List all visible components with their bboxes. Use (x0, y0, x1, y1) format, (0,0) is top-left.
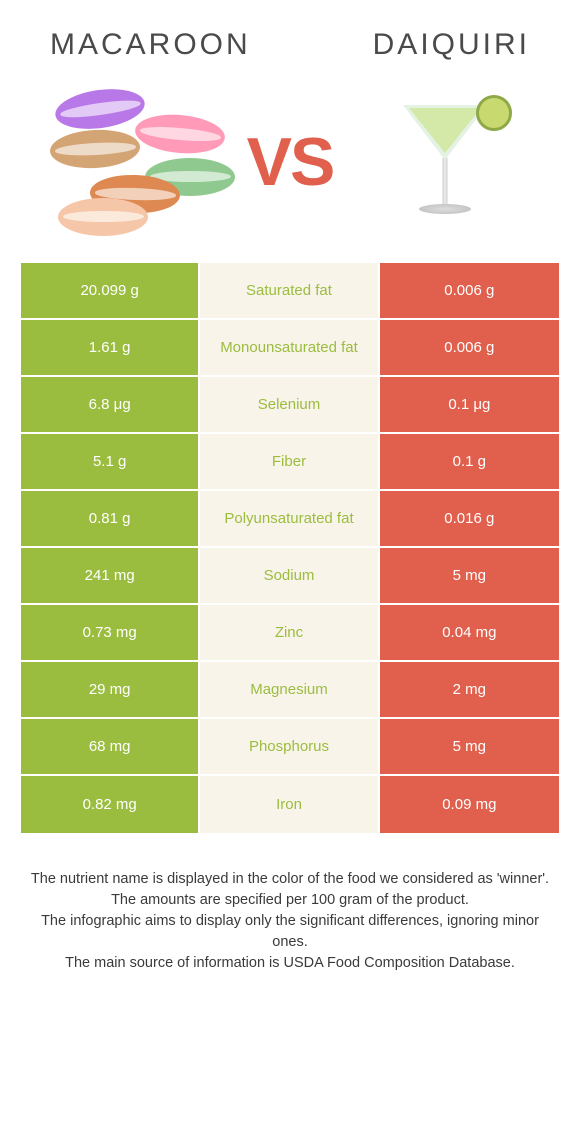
left-value: 241 mg (21, 548, 200, 603)
table-row: 0.73 mgZinc0.04 mg (21, 605, 559, 662)
lime-icon (476, 95, 512, 131)
nutrient-label: Selenium (200, 377, 379, 432)
comparison-table: 20.099 gSaturated fat0.006 g1.61 gMonoun… (20, 262, 560, 834)
nutrient-label: Sodium (200, 548, 379, 603)
right-value: 5 mg (380, 719, 559, 774)
left-value: 1.61 g (21, 320, 200, 375)
images-row: VS (0, 62, 580, 262)
left-value: 5.1 g (21, 434, 200, 489)
nutrient-label: Zinc (200, 605, 379, 660)
right-value: 0.006 g (380, 320, 559, 375)
right-value: 2 mg (380, 662, 559, 717)
daiquiri-image (360, 80, 530, 240)
table-row: 68 mgPhosphorus5 mg (21, 719, 559, 776)
left-value: 0.73 mg (21, 605, 200, 660)
table-row: 241 mgSodium5 mg (21, 548, 559, 605)
nutrient-label: Magnesium (200, 662, 379, 717)
nutrient-label: Fiber (200, 434, 379, 489)
table-row: 1.61 gMonounsaturated fat0.006 g (21, 320, 559, 377)
right-value: 5 mg (380, 548, 559, 603)
right-value: 0.016 g (380, 491, 559, 546)
left-value: 6.8 μg (21, 377, 200, 432)
table-row: 29 mgMagnesium2 mg (21, 662, 559, 719)
cocktail-icon (360, 80, 530, 240)
right-value: 0.1 g (380, 434, 559, 489)
left-value: 29 mg (21, 662, 200, 717)
footer-line: The nutrient name is displayed in the co… (30, 869, 550, 890)
footer-notes: The nutrient name is displayed in the co… (0, 834, 580, 974)
left-value: 0.82 mg (21, 776, 200, 833)
right-value: 0.04 mg (380, 605, 559, 660)
right-value: 0.006 g (380, 263, 559, 318)
table-row: 20.099 gSaturated fat0.006 g (21, 263, 559, 320)
macaroon-image (50, 80, 220, 240)
nutrient-label: Polyunsaturated fat (200, 491, 379, 546)
footer-line: The infographic aims to display only the… (30, 911, 550, 953)
nutrient-label: Phosphorus (200, 719, 379, 774)
nutrient-label: Iron (200, 776, 379, 833)
table-row: 6.8 μgSelenium0.1 μg (21, 377, 559, 434)
right-title: Daiquiri (373, 28, 530, 62)
table-row: 0.81 gPolyunsaturated fat0.016 g (21, 491, 559, 548)
footer-line: The main source of information is USDA F… (30, 953, 550, 974)
nutrient-label: Saturated fat (200, 263, 379, 318)
vs-label: VS (247, 123, 334, 201)
right-value: 0.1 μg (380, 377, 559, 432)
table-row: 5.1 gFiber0.1 g (21, 434, 559, 491)
right-value: 0.09 mg (380, 776, 559, 833)
table-row: 0.82 mgIron0.09 mg (21, 776, 559, 833)
left-value: 68 mg (21, 719, 200, 774)
header: Macaroon Daiquiri (0, 0, 580, 62)
footer-line: The amounts are specified per 100 gram o… (30, 890, 550, 911)
left-value: 0.81 g (21, 491, 200, 546)
left-title: Macaroon (50, 28, 251, 62)
left-value: 20.099 g (21, 263, 200, 318)
nutrient-label: Monounsaturated fat (200, 320, 379, 375)
